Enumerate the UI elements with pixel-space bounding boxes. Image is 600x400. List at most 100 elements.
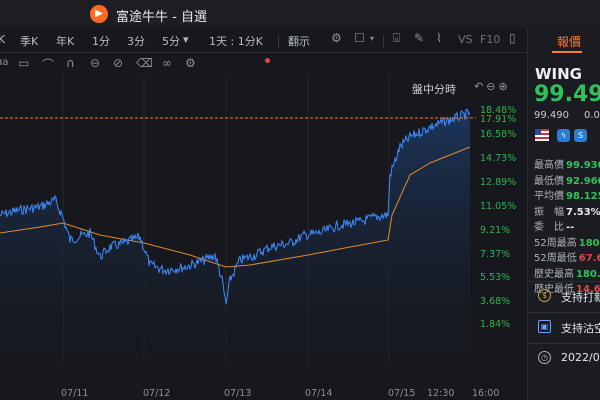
price-line	[0, 108, 471, 305]
stat-value: 180	[578, 237, 600, 249]
date-row[interactable]: ◷ 2022/07	[528, 343, 600, 372]
y-axis-label: 11.05%	[480, 201, 517, 212]
stat-value: 98.125	[566, 191, 600, 202]
x-label: 07/14	[305, 388, 333, 399]
stat-label: 振 幅	[534, 206, 564, 218]
camera-icon[interactable]: ⌻	[393, 31, 401, 45]
chart-toolbar: K 季K 年K 1分 3分 5分 ▾ 1天 : 1分K 翻示 ⚙ ☐ ▾ ⌻ ✎…	[0, 28, 527, 63]
short-icon: ▣	[538, 320, 551, 333]
intraday-price-chart[interactable]	[0, 75, 527, 375]
dropdown-arrow-icon[interactable]: ▾	[370, 34, 375, 43]
chart-nav-icons[interactable]: ↶⊖⊕	[474, 80, 511, 93]
link-icon[interactable]: ∞	[162, 56, 172, 70]
price-area-fill	[0, 109, 470, 375]
action-label: 支持沽空	[561, 322, 600, 335]
divider	[278, 35, 279, 47]
clock-icon: ◷	[538, 351, 551, 364]
comment-icon[interactable]: ▭	[18, 56, 30, 70]
quote-stat-row: 歷史最高 180.	[534, 265, 600, 280]
x-label: 07/13	[224, 388, 252, 399]
y-axis-label: 12.89%	[480, 177, 517, 188]
short-sell-s-icon: S	[574, 129, 587, 142]
settings-icon[interactable]: ⚙	[185, 56, 196, 70]
sub-change: 0.0	[584, 110, 600, 121]
display-menu[interactable]: 翻示	[288, 35, 310, 48]
window-title: 富途牛牛 - 自選	[116, 10, 207, 25]
intraday-mode-label[interactable]: 盤中分時	[412, 83, 456, 96]
stat-label: 歷史最低	[534, 284, 574, 295]
short-support-row[interactable]: ▣ 支持沽空	[528, 312, 600, 341]
lightning-icon: ϟ	[557, 129, 570, 142]
ipo-support-row[interactable]: $ 支持打新	[528, 281, 600, 310]
action-label: 2022/07	[561, 351, 600, 364]
pencil-icon[interactable]: ✎	[414, 31, 425, 45]
sub-price: 99.490	[534, 110, 569, 121]
y-axis-label: 7.37%	[480, 249, 511, 260]
period-3min[interactable]: 3分	[127, 35, 145, 48]
chevron-down-icon[interactable]: ▾	[183, 33, 189, 46]
stat-label: 平均價	[534, 191, 564, 202]
period-quarter-k[interactable]: 季K	[20, 35, 39, 48]
stat-value: 67.6	[578, 253, 600, 264]
ruler-icon[interactable]: ⌒	[42, 58, 55, 72]
stat-label: 最高價	[534, 160, 564, 171]
y-axis-label: 5.53%	[480, 272, 511, 283]
active-tab-indicator	[552, 51, 582, 53]
stat-value: --	[566, 222, 575, 233]
quote-stat-row: 歷史最低 14.6	[534, 280, 600, 295]
futu-logo-icon: ▶	[90, 5, 108, 23]
text-tool-icon[interactable]: ɑa	[0, 57, 9, 68]
period-year-k[interactable]: 年K	[56, 35, 75, 48]
stat-value: 92.960	[566, 175, 600, 187]
y-axis-label: 14.73%	[480, 153, 517, 164]
divider	[383, 35, 384, 47]
magnet-icon[interactable]: ∩	[66, 56, 75, 70]
f10-button[interactable]: F10	[480, 33, 501, 46]
drawing-toolbar: ɑa ▭ ⌒ ∩ ⊖ ⊘ ⌫ ∞ ⚙	[0, 53, 527, 75]
stat-label: 52周最高	[534, 237, 577, 249]
y-axis-label: 9.21%	[480, 225, 511, 236]
stat-value: 14.6	[576, 284, 600, 295]
stat-value: 7.53%	[566, 206, 600, 218]
average-price-line	[0, 146, 471, 268]
us-flag-icon	[535, 129, 549, 141]
tab-quote[interactable]: 報價	[557, 35, 582, 49]
quote-stat-row: 振 幅 7.53%	[534, 203, 600, 218]
square-outline-icon[interactable]: ☐	[354, 31, 365, 45]
hide-icon[interactable]: ⊘	[113, 56, 124, 70]
title-bar: ▶ 富途牛牛 - 自選	[0, 0, 600, 28]
x-label: 07/12	[143, 388, 171, 399]
stat-value: 99.930	[566, 160, 600, 171]
panel-toggle-icon[interactable]: ▯	[509, 31, 516, 45]
y-axis-label: 16.58%	[480, 129, 517, 140]
x-label: 16:00	[472, 388, 500, 399]
stat-value: 180.	[576, 268, 600, 280]
last-price: 99.490	[534, 82, 600, 107]
trash-icon[interactable]: ⌫	[136, 56, 153, 70]
y-axis-label: 18.48%	[480, 105, 517, 116]
x-label: 12:30	[427, 388, 455, 399]
quote-panel: 報價 WING V 99.490 99.490 0.0 ϟ S 最高價99.93…	[527, 28, 600, 400]
settings-gear-icon[interactable]: ⚙	[331, 31, 342, 45]
compare-vs-button[interactable]: VS	[458, 33, 473, 46]
quote-stat-row: 52周最高 180	[534, 234, 600, 249]
drawing-tools-icon[interactable]: ⌇	[436, 31, 442, 45]
stat-label: 歷史最高	[534, 268, 574, 280]
eye-icon[interactable]: ⊖	[90, 56, 101, 70]
ticker-symbol: WING	[535, 65, 582, 83]
stat-label: 委 比	[534, 222, 564, 233]
y-axis-label: 1.84%	[480, 319, 511, 330]
period-1day-1min-k[interactable]: 1天 : 1分K	[209, 35, 263, 48]
x-label: 07/11	[61, 388, 89, 399]
x-label: 07/15	[388, 388, 416, 399]
period-1min[interactable]: 1分	[92, 35, 110, 48]
period-5min[interactable]: 5分	[162, 35, 180, 48]
period-k[interactable]: K	[0, 33, 6, 46]
action-label: 支持打新	[561, 291, 600, 304]
quote-stat-row: 委 比 --	[534, 218, 574, 233]
notification-dot	[265, 58, 270, 63]
